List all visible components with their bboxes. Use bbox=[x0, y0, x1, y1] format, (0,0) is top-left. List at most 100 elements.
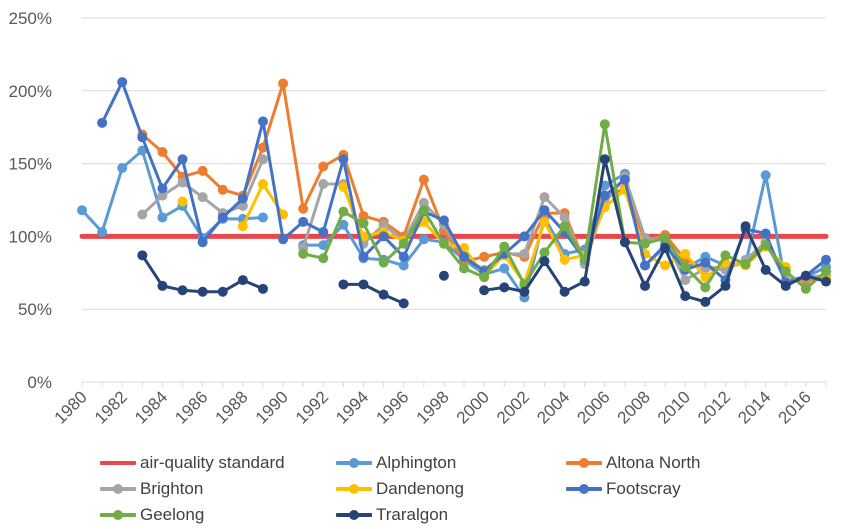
data-point-footscray[interactable] bbox=[197, 237, 208, 248]
data-point-dandenong[interactable] bbox=[539, 216, 550, 227]
data-point-footscray[interactable] bbox=[137, 132, 148, 143]
data-point-altona-north[interactable] bbox=[318, 161, 329, 172]
data-point-geelong[interactable] bbox=[358, 218, 369, 229]
data-point-traralgon[interactable] bbox=[237, 275, 248, 286]
data-point-brighton[interactable] bbox=[539, 192, 550, 203]
data-point-geelong[interactable] bbox=[378, 257, 389, 268]
data-point-geelong[interactable] bbox=[298, 248, 309, 259]
data-point-traralgon[interactable] bbox=[137, 250, 148, 261]
data-point-footscray[interactable] bbox=[640, 260, 651, 271]
data-point-traralgon[interactable] bbox=[720, 280, 731, 291]
data-point-alphington[interactable] bbox=[338, 219, 349, 230]
data-point-traralgon[interactable] bbox=[157, 280, 168, 291]
data-point-geelong[interactable] bbox=[459, 263, 470, 274]
data-point-altona-north[interactable] bbox=[418, 174, 429, 185]
data-point-footscray[interactable] bbox=[318, 227, 329, 238]
data-point-traralgon[interactable] bbox=[780, 280, 791, 291]
data-point-traralgon[interactable] bbox=[257, 283, 268, 294]
data-point-geelong[interactable] bbox=[760, 240, 771, 251]
data-point-footscray[interactable] bbox=[821, 254, 831, 265]
data-point-footscray[interactable] bbox=[157, 183, 168, 194]
data-point-traralgon[interactable] bbox=[660, 243, 671, 254]
legend-item-alphington[interactable]: Alphington bbox=[336, 452, 456, 474]
data-point-geelong[interactable] bbox=[660, 232, 671, 243]
data-point-geelong[interactable] bbox=[418, 205, 429, 216]
data-point-brighton[interactable] bbox=[519, 248, 530, 259]
data-point-geelong[interactable] bbox=[800, 283, 811, 294]
data-point-altona-north[interactable] bbox=[257, 142, 268, 153]
data-point-altona-north[interactable] bbox=[157, 146, 168, 157]
data-point-brighton[interactable] bbox=[237, 200, 248, 211]
data-point-geelong[interactable] bbox=[821, 266, 831, 277]
data-point-footscray[interactable] bbox=[760, 228, 771, 239]
data-point-alphington[interactable] bbox=[398, 260, 409, 271]
data-point-footscray[interactable] bbox=[539, 205, 550, 216]
data-point-footscray[interactable] bbox=[358, 251, 369, 262]
data-point-dandenong[interactable] bbox=[660, 260, 671, 271]
data-point-geelong[interactable] bbox=[318, 253, 329, 264]
data-point-geelong[interactable] bbox=[680, 261, 691, 272]
data-point-traralgon[interactable] bbox=[539, 256, 550, 267]
data-point-brighton[interactable] bbox=[680, 275, 691, 286]
data-point-traralgon[interactable] bbox=[438, 270, 449, 281]
data-point-footscray[interactable] bbox=[619, 174, 630, 185]
data-point-alphington[interactable] bbox=[137, 145, 148, 156]
data-point-footscray[interactable] bbox=[398, 251, 409, 262]
data-point-footscray[interactable] bbox=[97, 117, 108, 128]
data-point-alphington[interactable] bbox=[418, 234, 429, 245]
data-point-footscray[interactable] bbox=[700, 257, 711, 268]
data-point-alphington[interactable] bbox=[499, 263, 510, 274]
data-point-alphington[interactable] bbox=[257, 212, 268, 223]
data-point-footscray[interactable] bbox=[298, 216, 309, 227]
legend-item-traralgon[interactable]: Traralgon bbox=[336, 504, 448, 526]
data-point-altona-north[interactable] bbox=[298, 203, 309, 214]
data-point-geelong[interactable] bbox=[780, 266, 791, 277]
data-point-footscray[interactable] bbox=[519, 231, 530, 242]
data-point-footscray[interactable] bbox=[438, 215, 449, 226]
data-point-traralgon[interactable] bbox=[499, 282, 510, 293]
data-point-footscray[interactable] bbox=[237, 193, 248, 204]
data-point-geelong[interactable] bbox=[539, 247, 550, 258]
data-point-brighton[interactable] bbox=[318, 178, 329, 189]
data-point-geelong[interactable] bbox=[559, 221, 570, 232]
data-point-footscray[interactable] bbox=[278, 234, 289, 245]
data-point-footscray[interactable] bbox=[338, 154, 349, 165]
data-point-footscray[interactable] bbox=[257, 116, 268, 127]
data-point-traralgon[interactable] bbox=[197, 286, 208, 297]
data-point-geelong[interactable] bbox=[720, 250, 731, 261]
data-point-geelong[interactable] bbox=[740, 259, 751, 270]
data-point-geelong[interactable] bbox=[599, 119, 610, 130]
data-point-altona-north[interactable] bbox=[217, 184, 228, 195]
data-point-geelong[interactable] bbox=[398, 238, 409, 249]
data-point-brighton[interactable] bbox=[257, 154, 268, 165]
data-point-dandenong[interactable] bbox=[680, 248, 691, 259]
data-point-traralgon[interactable] bbox=[378, 289, 389, 300]
data-point-brighton[interactable] bbox=[418, 197, 429, 208]
data-point-traralgon[interactable] bbox=[800, 270, 811, 281]
data-point-footscray[interactable] bbox=[599, 190, 610, 201]
data-point-traralgon[interactable] bbox=[579, 276, 590, 287]
data-point-alphington[interactable] bbox=[760, 170, 771, 181]
data-point-brighton[interactable] bbox=[157, 190, 168, 201]
data-point-geelong[interactable] bbox=[338, 206, 349, 217]
data-point-geelong[interactable] bbox=[438, 238, 449, 249]
data-point-dandenong[interactable] bbox=[177, 196, 188, 207]
data-point-alphington[interactable] bbox=[157, 212, 168, 223]
data-point-footscray[interactable] bbox=[459, 251, 470, 262]
data-point-traralgon[interactable] bbox=[640, 280, 651, 291]
data-point-traralgon[interactable] bbox=[519, 286, 530, 297]
data-point-traralgon[interactable] bbox=[821, 276, 831, 287]
data-point-footscray[interactable] bbox=[177, 154, 188, 165]
data-point-traralgon[interactable] bbox=[338, 279, 349, 290]
data-point-geelong[interactable] bbox=[700, 282, 711, 293]
legend-item-footscray[interactable]: Footscray bbox=[566, 478, 681, 500]
data-point-dandenong[interactable] bbox=[237, 221, 248, 232]
data-point-traralgon[interactable] bbox=[619, 237, 630, 248]
data-point-traralgon[interactable] bbox=[177, 285, 188, 296]
data-point-geelong[interactable] bbox=[640, 238, 651, 249]
data-point-altona-north[interactable] bbox=[197, 165, 208, 176]
data-point-footscray[interactable] bbox=[378, 231, 389, 242]
legend-item-brighton[interactable]: Brighton bbox=[100, 478, 203, 500]
data-point-traralgon[interactable] bbox=[479, 285, 490, 296]
data-point-traralgon[interactable] bbox=[398, 298, 409, 309]
